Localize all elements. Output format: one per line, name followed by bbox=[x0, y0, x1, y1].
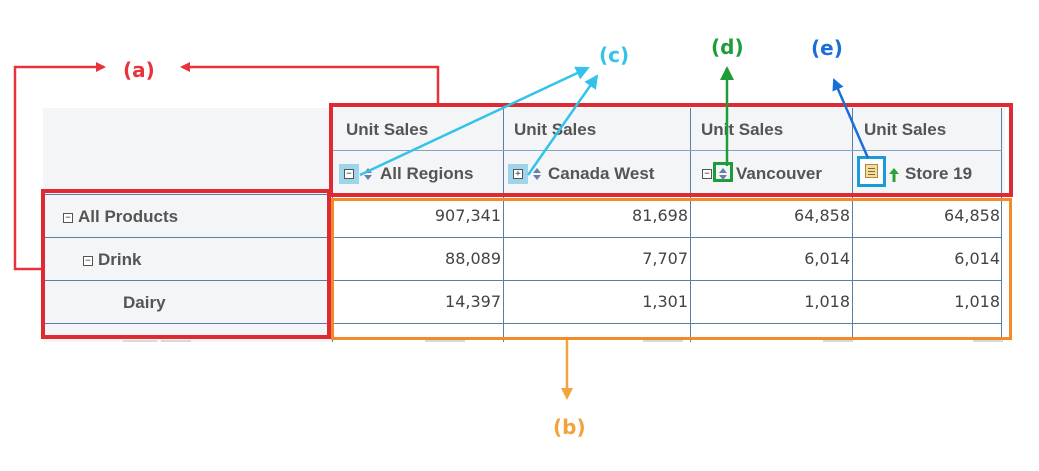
data-cell[interactable]: 64,858 bbox=[794, 206, 850, 225]
up-arrow-icon[interactable] bbox=[889, 168, 899, 182]
column-header-store-19[interactable]: Store 19 bbox=[857, 156, 1000, 188]
column-header-highlight-box bbox=[329, 103, 1013, 197]
column-measure-header[interactable]: Unit Sales bbox=[346, 120, 429, 139]
grid-vline bbox=[1001, 108, 1002, 342]
column-member-label: Canada West bbox=[548, 164, 655, 183]
plus-box-icon[interactable]: + bbox=[513, 169, 523, 179]
grid-hline bbox=[332, 150, 1002, 151]
annotation-label-a: (a) bbox=[123, 58, 155, 82]
filter-icon-highlight bbox=[857, 156, 886, 187]
data-cell[interactable]: 88,089 bbox=[445, 249, 501, 268]
column-member-label: All Regions bbox=[380, 164, 474, 183]
minus-box-icon[interactable]: − bbox=[702, 169, 712, 179]
data-cell[interactable]: 907,341 bbox=[434, 206, 501, 225]
row-header-highlight-box bbox=[41, 189, 331, 339]
column-member-label: Store 19 bbox=[905, 164, 973, 183]
annotation-label-b: (b) bbox=[553, 415, 586, 439]
grid-vline bbox=[690, 108, 691, 342]
sort-icon-highlight bbox=[713, 162, 733, 182]
data-cell[interactable]: 64,858 bbox=[944, 206, 1000, 225]
grid-hline bbox=[43, 237, 1002, 238]
data-cell[interactable]: 6,014 bbox=[954, 249, 1000, 268]
row-header-background bbox=[43, 194, 332, 342]
column-header-all-regions[interactable]: − All Regions bbox=[339, 163, 501, 187]
column-measure-header[interactable]: Unit Sales bbox=[864, 120, 947, 139]
row-header-all-products[interactable]: − All Products bbox=[59, 206, 319, 228]
annotation-label-e: (e) bbox=[811, 36, 843, 60]
arrow-a-right bbox=[180, 62, 440, 103]
grid-vline bbox=[852, 108, 853, 342]
data-cell[interactable]: 1,018 bbox=[804, 292, 850, 311]
row-label: Drink bbox=[98, 250, 142, 269]
arrow-c-1 bbox=[359, 66, 590, 177]
data-cell[interactable]: 1,018 bbox=[954, 292, 1000, 311]
row-header-drink[interactable]: − Drink bbox=[81, 249, 321, 271]
column-header-canada-west[interactable]: + Canada West bbox=[507, 163, 687, 187]
grid-vline bbox=[503, 108, 504, 342]
column-member-label: Vancouver bbox=[736, 164, 822, 183]
sort-arrows-icon[interactable] bbox=[719, 168, 727, 180]
sort-arrows-icon[interactable] bbox=[533, 168, 541, 180]
pivot-table: Unit Sales Unit Sales Unit Sales Unit Sa… bbox=[43, 108, 1005, 342]
grid-hline bbox=[43, 280, 1002, 281]
data-cell[interactable]: 6,014 bbox=[804, 249, 850, 268]
column-measure-header[interactable]: Unit Sales bbox=[701, 120, 784, 139]
column-measure-header[interactable]: Unit Sales bbox=[514, 120, 597, 139]
minus-box-icon[interactable]: − bbox=[344, 169, 354, 179]
data-area-highlight-box bbox=[331, 198, 1012, 340]
data-cell[interactable]: 1,301 bbox=[642, 292, 688, 311]
column-header-vancouver[interactable]: − Vancouver bbox=[698, 162, 848, 187]
grid-hline bbox=[43, 323, 1002, 324]
filter-icon[interactable] bbox=[865, 164, 878, 178]
minus-box-icon[interactable]: − bbox=[83, 256, 93, 266]
row-label: All Products bbox=[78, 207, 179, 226]
cut-off-row-hint bbox=[123, 337, 1003, 342]
data-cell[interactable]: 7,707 bbox=[642, 249, 688, 268]
row-label: Dairy bbox=[123, 293, 166, 312]
row-header-dairy[interactable]: Dairy bbox=[123, 292, 323, 314]
data-cell[interactable]: 81,698 bbox=[632, 206, 688, 225]
minus-box-icon[interactable]: − bbox=[63, 213, 73, 223]
arrow-a-left bbox=[13, 62, 106, 271]
annotation-label-d: (d) bbox=[711, 35, 744, 59]
data-cell[interactable]: 14,397 bbox=[445, 292, 501, 311]
annotation-label-c: (c) bbox=[599, 43, 630, 67]
arrow-c-2 bbox=[526, 74, 599, 176]
arrow-e bbox=[832, 78, 870, 159]
